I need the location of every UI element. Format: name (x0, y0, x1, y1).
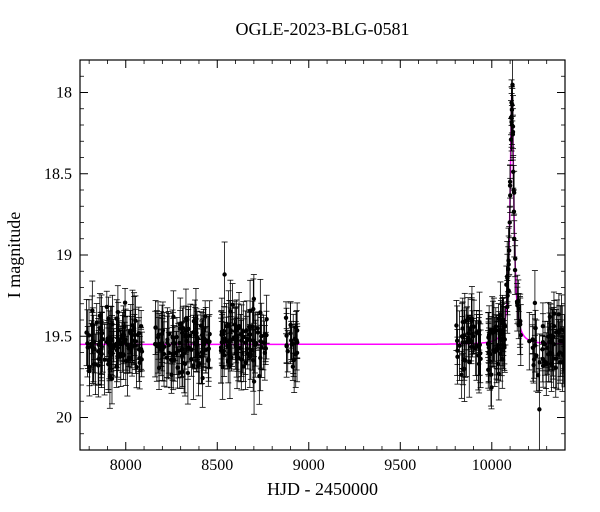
x-axis-label: HJD - 2450000 (267, 479, 378, 499)
chart-svg: OGLE-2023-BLG-0581 I magnitude HJD - 24500… (0, 0, 600, 512)
x-tick-label: 8000 (110, 457, 142, 474)
plot-area (80, 53, 567, 450)
x-tick-label: 9000 (293, 457, 325, 474)
y-tick-label: 18.5 (44, 166, 72, 183)
lightcurve-chart: OGLE-2023-BLG-0581 I magnitude HJD - 24500… (0, 0, 600, 512)
y-tick-label: 19.5 (44, 328, 72, 345)
y-tick-label: 18 (56, 85, 72, 102)
data-points (84, 53, 568, 450)
x-tick-label: 9500 (384, 457, 416, 474)
axis-frame (80, 60, 565, 450)
y-axis-label: I magnitude (4, 212, 24, 298)
chart-title: OGLE-2023-BLG-0581 (236, 19, 410, 39)
y-tick-label: 20 (56, 410, 72, 427)
y-tick-label: 19 (56, 247, 72, 264)
x-tick-label: 10000 (472, 457, 512, 474)
x-tick-label: 8500 (201, 457, 233, 474)
